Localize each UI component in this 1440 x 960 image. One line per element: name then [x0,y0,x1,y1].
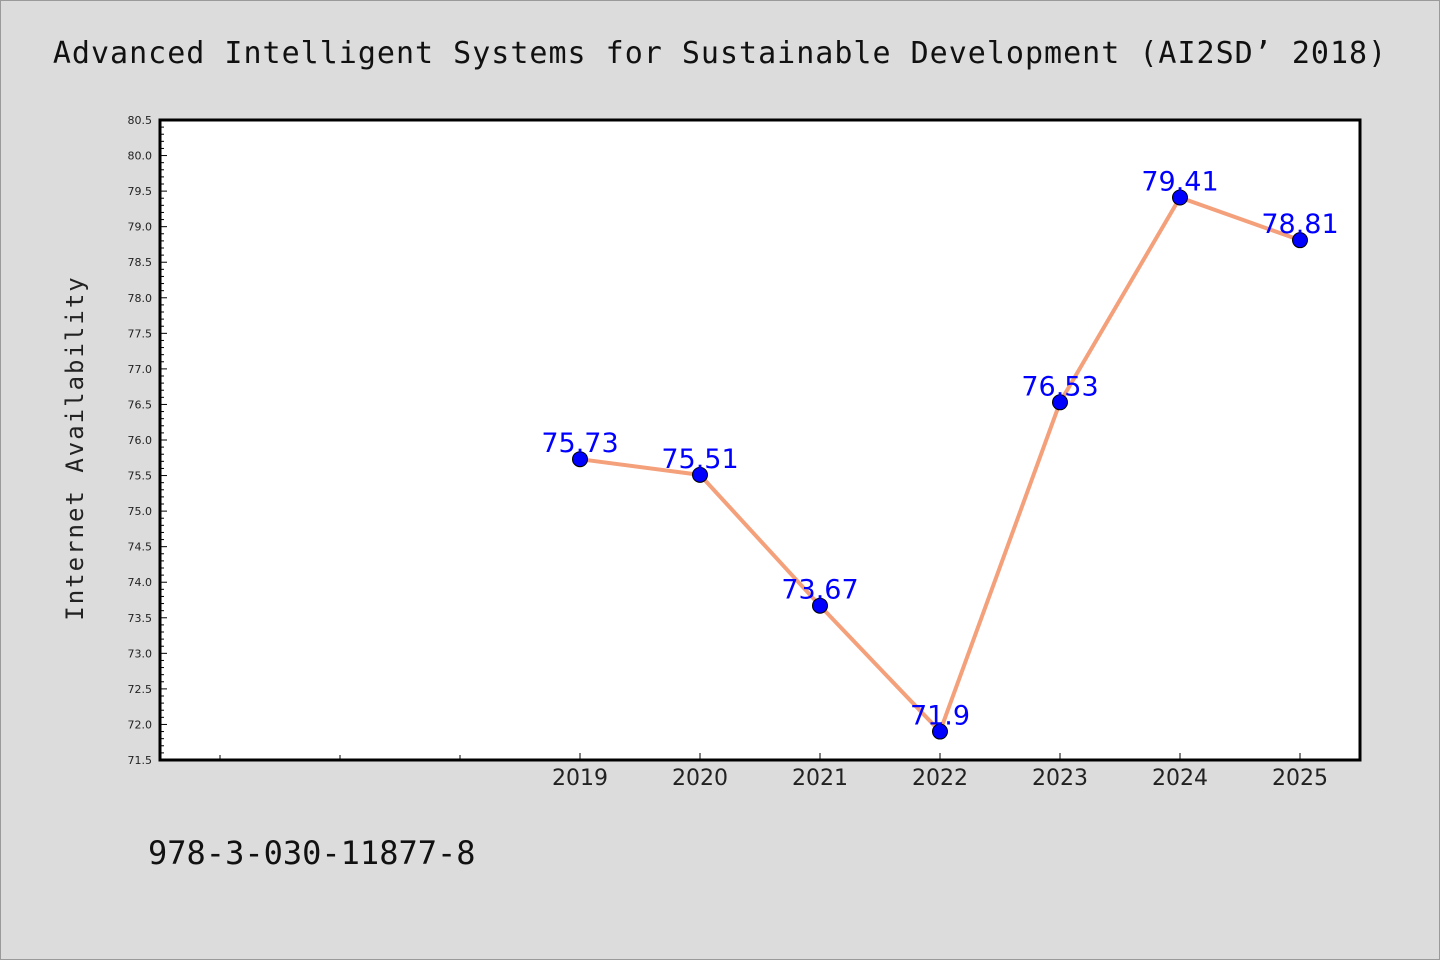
y-tick-label: 80.5 [128,114,153,127]
y-tick-label: 78.5 [128,256,153,269]
data-label: 79.41 [1141,167,1218,198]
data-label: 73.67 [781,575,858,606]
y-tick-label: 73.5 [128,612,153,625]
y-tick-label: 80.0 [128,150,153,163]
y-tick-label: 74.5 [128,541,153,554]
y-tick-label: 79.5 [128,185,153,198]
chart-title: Advanced Intelligent Systems for Sustain… [52,36,1388,71]
data-label: 75.73 [541,428,618,459]
y-tick-label: 79.0 [128,221,153,234]
x-tick-label: 2020 [672,766,728,791]
data-point [1172,189,1188,206]
data-point [932,723,948,740]
x-tick-label: 2025 [1272,766,1328,791]
y-tick-label: 76.0 [128,434,153,447]
y-tick-label: 75.0 [128,505,153,518]
y-tick-label: 76.5 [128,398,153,411]
isbn-text: 978-3-030-11877-8 [148,834,476,872]
data-labels: 75.73 75.51 73.67 71.9 76.53 79.41 78.81 [541,167,1338,732]
y-tick-label: 78.0 [128,292,153,305]
data-label: 76.53 [1021,371,1098,402]
y-tick-label: 77.5 [128,327,153,340]
data-point [1292,232,1308,249]
y-tick-label: 71.5 [128,754,153,767]
y-tick-label: 74.0 [128,576,153,589]
y-tick-label: 73.0 [128,647,153,660]
y-tick-label: 75.5 [128,470,153,483]
data-point [572,451,588,468]
series [572,189,1308,740]
y-tick-label: 72.0 [128,718,153,731]
plot-area [158,118,1362,762]
data-point [692,466,708,483]
data-label: 71.9 [910,701,970,732]
data-point [1052,394,1068,411]
x-tick-label: 2024 [1152,766,1208,791]
x-tick-label: 2021 [792,766,848,791]
x-tick-label: 2023 [1032,766,1088,791]
data-point [812,597,828,614]
x-tick-label: 2019 [552,766,608,791]
x-tick-label: 2022 [912,766,968,791]
axes: 71.5 72.0 72.5 73.0 73.5 74.0 74.5 75.0 75.5 76.0… [128,114,1329,791]
data-label: 75.51 [661,444,738,475]
y-tick-label: 72.5 [128,683,153,696]
y-tick-label: 77.0 [128,363,153,376]
data-label: 78.81 [1261,209,1338,240]
